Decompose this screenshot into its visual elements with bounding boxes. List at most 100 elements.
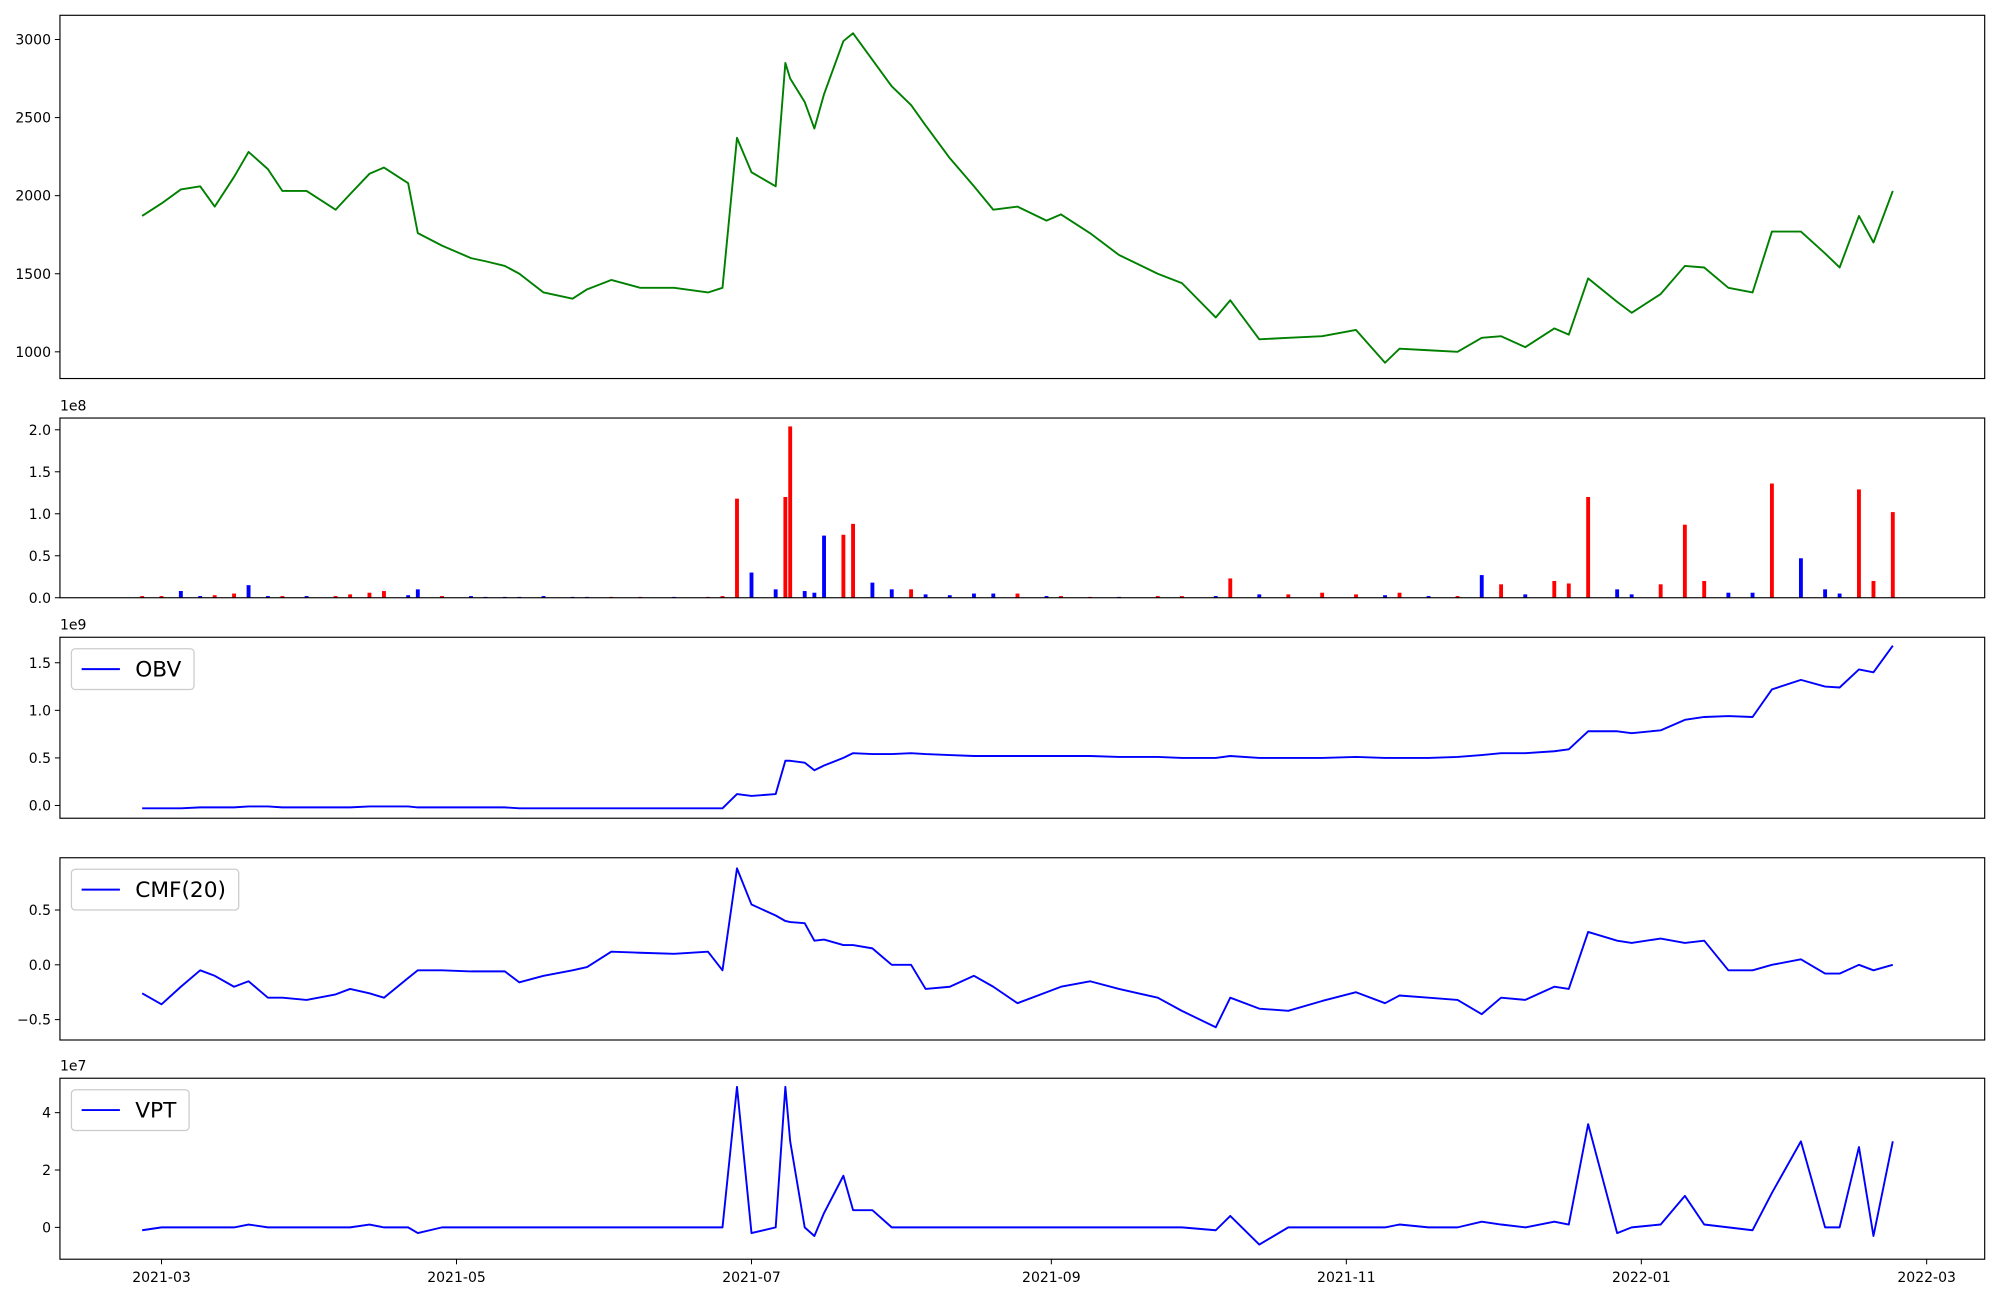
y-tick-label: 0.5 <box>29 751 51 767</box>
volume-bar <box>159 596 164 598</box>
volume-bar <box>198 596 203 598</box>
volume-bar <box>923 594 928 598</box>
legend-label: OBV <box>135 658 181 683</box>
y-tick-label: 2000 <box>15 189 51 205</box>
volume-bar <box>440 596 444 598</box>
volume-bar <box>788 426 793 598</box>
y-tick-label: 1.5 <box>29 465 51 481</box>
volume-bar <box>991 593 996 598</box>
volume-bar <box>406 595 411 598</box>
y-tick-label: 1000 <box>15 345 51 361</box>
volume-bar <box>333 596 338 598</box>
x-tick-label: 2021-11 <box>1317 1270 1376 1286</box>
y-offset-label: 1e9 <box>60 618 86 634</box>
y-tick-label: 0.0 <box>29 799 51 815</box>
legend: VPT <box>70 1089 190 1132</box>
x-tick-label: 2021-07 <box>722 1270 781 1286</box>
volume-bar <box>851 523 855 598</box>
y-tick-label: 2.0 <box>29 423 51 439</box>
y-tick-label: 2 <box>42 1163 51 1179</box>
volume-bar <box>841 534 846 598</box>
volume-bar <box>947 595 952 598</box>
volume-bar <box>1798 558 1803 598</box>
volume-bar <box>1566 583 1571 598</box>
x-tick-label: 2021-09 <box>1022 1270 1081 1286</box>
x-tick-label: 2022-01 <box>1612 1270 1671 1286</box>
y-tick-label: 0.5 <box>29 549 51 565</box>
volume-bar <box>246 585 251 598</box>
x-tick-label: 2021-03 <box>132 1270 191 1286</box>
volume-bar <box>1658 584 1663 598</box>
volume-bar <box>822 535 826 598</box>
volume-bar <box>1397 592 1402 598</box>
volume-bar <box>1455 596 1460 598</box>
legend-frame <box>70 1089 190 1132</box>
line <box>141 32 1894 364</box>
volume-bar <box>802 591 807 598</box>
subplot: −0.5 0.0 0.5 CMF(20) <box>17 857 1986 1041</box>
volume-bar <box>1015 593 1020 598</box>
y-tick-label: 3000 <box>15 33 51 49</box>
line <box>142 645 1894 810</box>
volume-bar <box>212 595 217 598</box>
volume-bar <box>1615 589 1620 598</box>
volume-bar <box>304 596 309 598</box>
volume-bar <box>1499 584 1504 598</box>
line <box>141 867 1894 1029</box>
volume-bar <box>812 592 817 598</box>
y-tick-label: 0.0 <box>29 591 51 607</box>
volume-bar <box>783 496 788 598</box>
line <box>142 1085 1894 1246</box>
volume-bar <box>178 591 183 598</box>
y-tick-label: 0 <box>42 1220 51 1236</box>
volume-bar <box>1354 594 1358 598</box>
volume-bar <box>773 589 778 598</box>
volume-bar <box>541 596 546 598</box>
volume-bar <box>1523 594 1528 598</box>
legend-label: VPT <box>135 1099 177 1124</box>
volume-bar <box>889 589 894 598</box>
volume-bar <box>1286 594 1291 598</box>
volume-bar <box>735 498 739 598</box>
volume-bar <box>1857 489 1861 598</box>
y-tick-label: 0.0 <box>29 958 51 974</box>
volume-bar <box>232 593 236 598</box>
volume-bar <box>367 592 372 598</box>
volume-bar <box>1383 595 1387 598</box>
legend-frame <box>70 648 195 691</box>
volume-bar <box>1750 592 1755 598</box>
volume-bar <box>1213 596 1218 598</box>
volume-bar <box>1837 593 1842 598</box>
y-tick-label: 1.0 <box>29 703 51 719</box>
y-tick-label: 1.0 <box>29 507 51 523</box>
axes-frame <box>59 14 1986 380</box>
volume-bar <box>140 596 145 598</box>
y-tick-label: 4 <box>42 1106 51 1122</box>
volume-bar <box>1682 524 1687 598</box>
volume-bar <box>1726 592 1731 598</box>
volume-bar <box>382 591 386 598</box>
subplot: 0.0 0.5 1.0 1.5 2.0 1e8 <box>29 398 1986 607</box>
legend-label: CMF(20) <box>135 878 226 903</box>
y-tick-label: −0.5 <box>17 1013 51 1029</box>
subplot: 1000 1500 2000 2500 3000 <box>15 14 1986 380</box>
volume-bar <box>1257 594 1262 598</box>
volume-bar <box>1479 575 1484 598</box>
volume-bar <box>909 589 914 598</box>
legend: OBV <box>70 648 195 691</box>
volume-bar <box>1044 596 1049 598</box>
volume-bar <box>1769 483 1774 598</box>
volume-bar <box>870 582 875 598</box>
volume-bar <box>749 572 754 598</box>
y-offset-label: 1e8 <box>60 398 86 414</box>
y-offset-label: 1e7 <box>60 1059 86 1075</box>
x-tick-label: 2022-03 <box>1897 1270 1956 1286</box>
axes-frame <box>59 636 1986 819</box>
volume-bar <box>348 594 353 598</box>
volume-bar <box>972 593 976 598</box>
x-tick-label: 2021-05 <box>427 1270 486 1286</box>
axes-frame <box>59 1077 1986 1260</box>
legend: CMF(20) <box>70 868 240 911</box>
y-tick-label: 0.5 <box>29 903 51 919</box>
